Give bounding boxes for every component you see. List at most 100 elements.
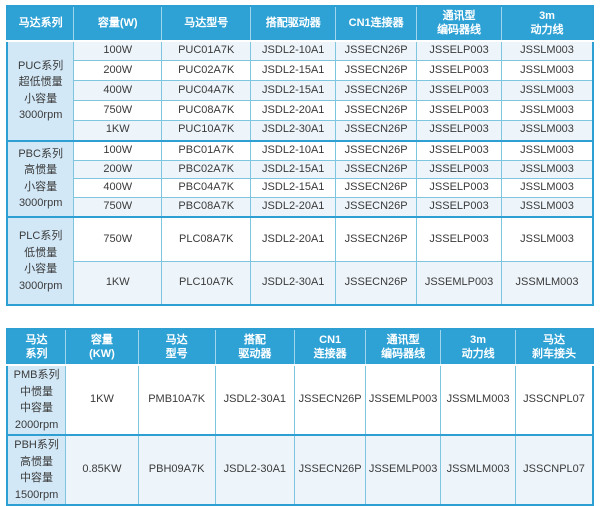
table-row: 750W PBC08A7K JSDL2-20A1 JSSECN26P JSSELP003… — [7, 197, 594, 218]
table-row: PMB系列 中惯量 中容量 2000rpm 1KW PMB10A7K JSDL2-30… — [6, 364, 594, 436]
spec-cell: PBC01A7K — [161, 139, 252, 161]
spec-cell: JSSECN26P — [335, 139, 418, 161]
spec-cell: JSSCNPL07 — [515, 364, 594, 436]
series-cell: PLC系列 低惯量 小容量 3000rpm — [6, 216, 75, 306]
spec-cell: JSSLM003 — [501, 178, 594, 199]
spec-cell: PBC08A7K — [161, 197, 252, 218]
spec-cell: JSSELP003 — [416, 100, 503, 122]
spec-cell: PUC08A7K — [161, 100, 252, 122]
spec-cell: JSDL2-15A1 — [250, 80, 337, 102]
spec-cell: JSSELP003 — [416, 159, 503, 180]
spec-cell: JSDL2-10A1 — [250, 139, 337, 161]
spec-cell: JSDL2-15A1 — [250, 178, 337, 199]
spec-cell: JSSECN26P — [335, 120, 418, 142]
spec-cell: 400W — [73, 178, 163, 199]
spec-cell: PLC08A7K — [161, 216, 252, 262]
header-row: 马达系列 容量(W) 马达型号 搭配驱动器 CN1连接器 通讯型 编码器线 3m 动力线 — [7, 6, 593, 42]
table-row: 750W PUC08A7K JSDL2-20A1 JSSECN26P JSSELP003… — [7, 100, 594, 122]
series-cell: PUC系列 超低惯量 小容量 3000rpm — [6, 40, 75, 142]
spec-cell: JSSECN26P — [335, 100, 418, 122]
table-row: 1KW PUC10A7K JSDL2-30A1 JSSECN26P JSSELP003 J… — [7, 120, 594, 142]
spec-cell: JSDL2-15A1 — [250, 60, 337, 82]
table-row: PBC系列 高惯量 小容量 3000rpm 100W PBC01A7K JSDL2-1… — [6, 139, 594, 218]
table-row: 200W PBC02A7K JSDL2-15A1 JSSECN26P JSSELP003… — [7, 159, 594, 180]
spec-cell: JSSCNPL07 — [515, 434, 594, 506]
spec-cell: JSSLM003 — [501, 100, 594, 122]
column-header: 马达 刹车接头 — [515, 329, 593, 367]
column-header: 马达 系列 — [7, 329, 66, 367]
spec-cell: JSSECN26P — [335, 178, 418, 199]
table-row: 400W PUC04A7K JSDL2-15A1 JSSECN26P JSSELP003… — [7, 80, 594, 102]
table-row: 200W PUC02A7K JSDL2-15A1 JSSECN26P JSSELP003… — [7, 60, 594, 82]
spec-cell: 750W — [73, 100, 163, 122]
spec-cell: PUC01A7K — [161, 40, 252, 62]
spec-cell: JSDL2-15A1 — [250, 159, 337, 180]
column-header: 马达型号 — [161, 6, 251, 42]
header-row: 马达 系列 容量 (KW) 马达 型号 搭配 驱动器 CN1 连接器 通讯型 编码器线 3m… — [7, 329, 593, 367]
spec-cell: PBC04A7K — [161, 178, 252, 199]
spec-cell: JSSLM003 — [501, 60, 594, 82]
spec-cell: JSSECN26P — [335, 260, 418, 306]
spec-cell: JSSECN26P — [335, 40, 418, 62]
spec-cell: 100W — [73, 139, 163, 161]
column-header: CN1 连接器 — [294, 329, 366, 367]
motor-table-watt: 马达系列 容量(W) 马达型号 搭配驱动器 CN1连接器 通讯型 编码器线 3m 动力线 PU… — [6, 5, 594, 307]
spec-cell: JSSLM003 — [501, 216, 594, 262]
spec-cell: JSSLM003 — [501, 197, 594, 218]
column-header: 马达系列 — [7, 6, 74, 42]
spec-cell: JSSMLM003 — [501, 260, 594, 306]
spec-cell: JSSECN26P — [335, 216, 418, 262]
spec-cell: JSDL2-30A1 — [250, 260, 337, 306]
spec-cell: PLC10A7K — [161, 260, 252, 306]
spec-cell: JSSLM003 — [501, 159, 594, 180]
spec-cell: JSSELP003 — [416, 197, 503, 218]
spec-cell: JSSELP003 — [416, 80, 503, 102]
spec-cell: JSSECN26P — [294, 364, 367, 436]
column-header: CN1连接器 — [335, 6, 417, 42]
spec-cell: 400W — [73, 80, 163, 102]
table-row: 1KW PLC10A7K JSDL2-30A1 JSSECN26P JSSEMLP003… — [7, 260, 594, 306]
spec-cell: 750W — [73, 216, 163, 262]
spec-cell: JSSMLM003 — [440, 434, 517, 506]
series-cell: PBC系列 高惯量 小容量 3000rpm — [6, 139, 75, 218]
spec-cell: PUC04A7K — [161, 80, 252, 102]
spec-cell: JSSECN26P — [335, 159, 418, 180]
spec-cell: PBC02A7K — [161, 159, 252, 180]
series-cell: PMB系列 中惯量 中容量 2000rpm — [6, 364, 67, 436]
spec-cell: JSDL2-20A1 — [250, 197, 337, 218]
spec-cell: JSSELP003 — [416, 120, 503, 142]
spec-cell: JSDL2-30A1 — [250, 120, 337, 142]
spec-cell: JSSECN26P — [335, 60, 418, 82]
spec-cell: JSSLM003 — [501, 40, 594, 62]
table-row: 400W PBC04A7K JSDL2-15A1 JSSECN26P JSSELP003… — [7, 178, 594, 199]
column-header: 马达 型号 — [137, 329, 216, 367]
spec-cell: JSSEMLP003 — [365, 434, 442, 506]
spec-cell: JSSEMLP003 — [365, 364, 442, 436]
spec-cell: JSSLM003 — [501, 139, 594, 161]
spec-cell: JSDL2-20A1 — [250, 216, 337, 262]
spec-cell: JSSLM003 — [501, 80, 594, 102]
spec-cell: JSSELP003 — [416, 139, 503, 161]
spec-cell: 200W — [73, 159, 163, 180]
table-row: PLC系列 低惯量 小容量 3000rpm 750W PLC08A7K JSDL2-2… — [6, 216, 594, 306]
spec-cell: 200W — [73, 60, 163, 82]
spec-cell: JSSELP003 — [416, 178, 503, 199]
column-header: 搭配驱动器 — [250, 6, 336, 42]
spec-cell: JSDL2-10A1 — [250, 40, 337, 62]
spec-cell: JSSECN26P — [335, 80, 418, 102]
column-header: 搭配 驱动器 — [214, 329, 295, 367]
spec-cell: JSSELP003 — [416, 216, 503, 262]
spec-cell: 1KW — [65, 364, 139, 436]
table-row: PUC系列 超低惯量 小容量 3000rpm 100W PUC01A7K JSDL2-… — [6, 40, 594, 142]
spec-cell: JSDL2-30A1 — [214, 434, 296, 506]
column-header: 3m 动力线 — [440, 329, 516, 367]
spec-cell: PBH09A7K — [137, 434, 216, 506]
motor-table-kw: 马达 系列 容量 (KW) 马达 型号 搭配 驱动器 CN1 连接器 通讯型 编码器线 3m… — [6, 328, 594, 506]
spec-cell: PUC10A7K — [161, 120, 252, 142]
spec-cell: 100W — [73, 40, 163, 62]
column-header: 通讯型 编码器线 — [365, 329, 441, 367]
spec-cell: JSSMLM003 — [440, 364, 517, 436]
column-header: 3m 动力线 — [501, 6, 593, 42]
column-header: 容量 (KW) — [65, 329, 139, 367]
column-header: 容量(W) — [73, 6, 162, 42]
